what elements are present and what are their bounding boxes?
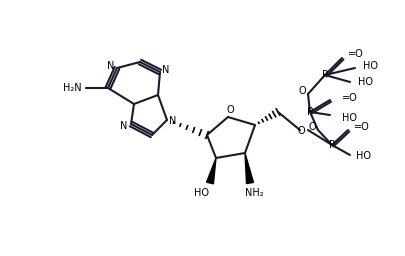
Text: =O: =O xyxy=(341,93,357,103)
Text: O: O xyxy=(226,105,233,115)
Text: NH₂: NH₂ xyxy=(244,188,263,198)
Text: H₂N: H₂N xyxy=(62,83,81,93)
Text: P: P xyxy=(328,140,334,150)
Text: N: N xyxy=(107,61,114,71)
Polygon shape xyxy=(244,153,253,184)
Text: P: P xyxy=(306,107,312,117)
Text: =O: =O xyxy=(347,49,363,59)
Text: O: O xyxy=(307,122,315,132)
Text: =O: =O xyxy=(353,122,369,132)
Text: HO: HO xyxy=(355,151,370,161)
Text: N: N xyxy=(120,121,128,131)
Text: N: N xyxy=(162,65,169,75)
Text: HO: HO xyxy=(194,188,209,198)
Text: HO: HO xyxy=(362,61,377,71)
Text: HO: HO xyxy=(341,113,356,123)
Polygon shape xyxy=(206,158,215,184)
Text: N: N xyxy=(169,116,176,126)
Text: HO: HO xyxy=(357,77,372,87)
Text: O: O xyxy=(297,86,305,96)
Text: O: O xyxy=(296,126,304,136)
Text: P: P xyxy=(321,70,327,80)
